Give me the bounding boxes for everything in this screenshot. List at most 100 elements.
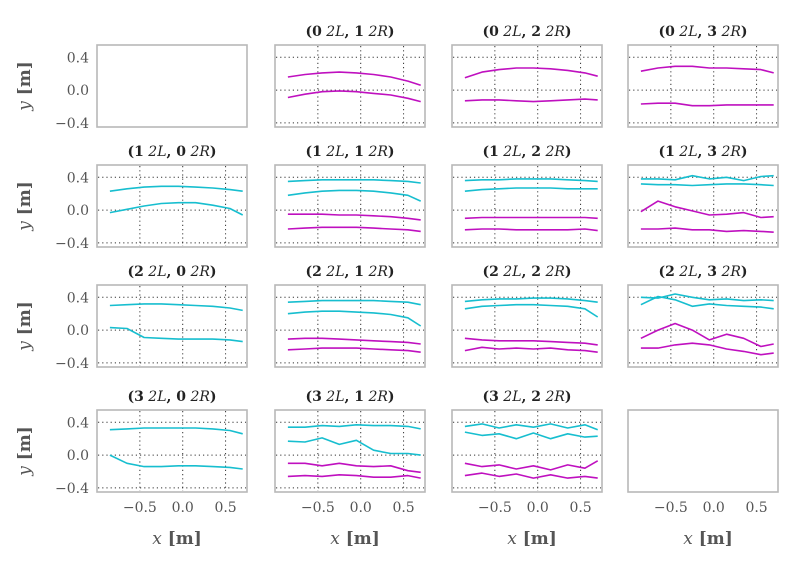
x-tick-label: −0.5 — [301, 500, 335, 516]
series-line-right-0 — [464, 67, 598, 79]
subplot-r2c2: (2 2L, 2 2R) — [451, 264, 603, 368]
y-tick-label: 0.4 — [67, 415, 89, 431]
series-line-left-1 — [464, 303, 599, 318]
series-line-left-0 — [640, 174, 774, 182]
x-tick-label: −0.5 — [478, 500, 512, 516]
series-line-left-0 — [109, 427, 243, 435]
y-tick-label: −0.4 — [55, 356, 89, 372]
series-line-right-1 — [464, 98, 598, 103]
series-line-left-1 — [109, 454, 243, 470]
subplot-title: (0 2L, 1 2R) — [305, 24, 394, 40]
subplot-title: (2 2L, 2 2R) — [482, 264, 571, 280]
subplot-r1c3: (1 2L, 3 2R) — [627, 144, 779, 248]
subplot-r0c1: (0 2L, 1 2R) — [274, 24, 426, 128]
series-line-right-1 — [640, 102, 774, 107]
series-line-left-1 — [287, 310, 422, 327]
subplot-r0c2: (0 2L, 2 2R) — [451, 24, 603, 128]
subplot-title: (3 2L, 1 2R) — [305, 389, 394, 405]
y-tick-label: −0.4 — [55, 481, 89, 497]
subplot-frame — [451, 44, 603, 128]
x-tick-label: 0.5 — [214, 500, 236, 516]
x-tick-label: −0.5 — [654, 500, 688, 516]
series-line-left-1 — [109, 201, 244, 216]
subplot-frame — [274, 164, 426, 248]
subplot-r1c1: (1 2L, 1 2R) — [274, 144, 426, 248]
series-line-right-3 — [287, 473, 421, 479]
x-tick-label: 0.5 — [569, 500, 591, 516]
series-line-right-2 — [287, 213, 421, 221]
series-line-left-1 — [464, 431, 598, 440]
subplot-title: (3 2L, 0 2R) — [127, 389, 216, 405]
subplot-r2c1: (2 2L, 1 2R) — [274, 264, 426, 368]
y-tick-label: 0.0 — [67, 83, 89, 99]
subplot-r2c0: (2 2L, 0 2R) 0.4 0.0 −0.4 y [m] — [15, 264, 248, 372]
subplot-title: (1 2L, 3 2R) — [658, 144, 747, 160]
subplot-r1c0: (1 2L, 0 2R) 0.4 0.0 −0.4 y [m] — [15, 144, 248, 252]
y-tick-label: −0.4 — [55, 116, 89, 132]
y-axis-label: y [m] — [15, 426, 35, 477]
subplot-frame — [96, 284, 248, 368]
series-line-right-2 — [464, 216, 598, 220]
subplot-title: (1 2L, 0 2R) — [127, 144, 216, 160]
subplot-r3c1: (3 2L, 1 2R) −0.5 0.0 0.5 x [m] — [274, 389, 426, 549]
x-tick-label: 0.0 — [350, 500, 372, 516]
series-line-right-3 — [640, 227, 774, 233]
series-line-left-1 — [464, 187, 598, 192]
series-line-left-0 — [287, 299, 421, 306]
x-tick-label: 0.5 — [392, 500, 414, 516]
y-tick-label: 0.4 — [67, 170, 89, 186]
subplot-title: (3 2L, 2 2R) — [482, 389, 571, 405]
subplot-frame — [96, 44, 248, 128]
x-axis-label: x [m] — [152, 529, 202, 549]
subplot-title: (0 2L, 3 2R) — [658, 24, 747, 40]
subplot-title: (1 2L, 2 2R) — [482, 144, 571, 160]
subplot-frame — [96, 409, 248, 493]
series-line-left-0 — [640, 293, 774, 302]
series-line-left-1 — [287, 189, 422, 202]
x-tick-label: 0.5 — [745, 500, 767, 516]
y-tick-label: 0.0 — [67, 203, 89, 219]
series-line-right-3 — [640, 342, 774, 356]
subplot-title: (2 2L, 3 2R) — [658, 264, 747, 280]
series-line-left-0 — [109, 303, 243, 312]
series-line-left-0 — [464, 297, 598, 303]
subplot-r3c0: (3 2L, 0 2R) 0.4 0.0 −0.4 y [m] −0.5 0.0 0.5 x [… — [15, 389, 248, 549]
y-tick-label: 0.0 — [67, 323, 89, 339]
series-line-right-3 — [464, 472, 598, 479]
series-line-right-0 — [640, 65, 774, 74]
series-line-right-2 — [287, 462, 421, 474]
series-line-right-0 — [287, 71, 421, 86]
series-line-left-0 — [464, 178, 598, 183]
series-line-right-3 — [464, 346, 598, 353]
series-line-right-1 — [287, 90, 421, 103]
series-line-right-3 — [287, 226, 421, 233]
series-line-right-3 — [287, 347, 421, 353]
subplot-frame — [274, 409, 426, 493]
subplot-title: (0 2L, 2 2R) — [482, 24, 571, 40]
x-tick-label: 0.0 — [703, 500, 725, 516]
series-line-left-0 — [109, 185, 243, 192]
subplot-frame — [96, 164, 248, 248]
y-axis-label: y [m] — [15, 181, 35, 232]
series-line-left-0 — [464, 423, 598, 431]
subplot-frame — [274, 44, 426, 128]
subplot-frame — [451, 409, 603, 493]
series-line-left-1 — [640, 295, 774, 310]
subplot-r2c3: (2 2L, 3 2R) — [627, 264, 779, 368]
subplot-frame — [627, 44, 779, 128]
y-tick-label: 0.0 — [67, 448, 89, 464]
x-tick-label: −0.5 — [123, 500, 157, 516]
series-line-right-2 — [640, 200, 774, 219]
x-tick-label: 0.0 — [527, 500, 549, 516]
subplot-r0c0: 0.4 0.0 −0.4 y [m] — [15, 44, 248, 132]
y-tick-label: 0.4 — [67, 290, 89, 306]
subplot-frame — [274, 284, 426, 368]
series-line-left-1 — [287, 437, 421, 456]
series-line-right-2 — [464, 460, 599, 471]
series-line-right-2 — [464, 337, 598, 346]
series-line-right-2 — [640, 322, 774, 348]
series-line-right-2 — [287, 337, 421, 345]
x-axis-label: x [m] — [507, 529, 557, 549]
x-axis-label: x [m] — [330, 529, 380, 549]
